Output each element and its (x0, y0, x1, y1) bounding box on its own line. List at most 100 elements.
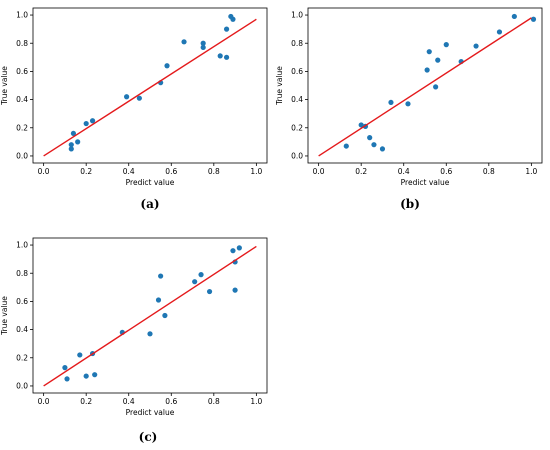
y-tick-label: 1.0 (16, 11, 28, 20)
plot-frame (32, 237, 268, 394)
x-tick-label: 1.0 (250, 397, 262, 406)
plot-frame (32, 7, 268, 164)
y-tick-label: 0.0 (16, 152, 28, 161)
x-tick-label: 0.2 (355, 167, 367, 176)
data-point (473, 43, 479, 49)
data-point (230, 16, 236, 22)
y-tick-label: 0.4 (16, 95, 28, 104)
y-tick-label: 0.2 (16, 353, 28, 362)
x-tick-label: 0.6 (440, 167, 452, 176)
data-point (147, 331, 153, 337)
x-axis-label: Predict value (126, 178, 175, 187)
data-point (343, 143, 349, 149)
data-point (68, 142, 74, 148)
scatter-plot-b: 0.0 0.2 0.4 0.6 0.8 1.0 0.0 0.2 0.4 0.6 0.8 1.0 Pred… (275, 7, 543, 187)
x-tick-label: 0.6 (165, 167, 177, 176)
plot-frame (307, 7, 543, 164)
data-point (83, 120, 89, 127)
data-point (68, 146, 74, 152)
data-point (426, 49, 432, 55)
data-point (367, 135, 373, 141)
data-point (388, 99, 394, 106)
data-point (136, 95, 142, 101)
fit-line (43, 245, 257, 387)
data-point (405, 101, 411, 107)
y-tick-label: 0.4 (291, 95, 303, 104)
data-point (223, 26, 230, 32)
data-point (124, 94, 130, 100)
data-point (358, 122, 364, 128)
y-axis-label: True value (275, 66, 284, 106)
data-point (75, 139, 81, 145)
x-tick-label: 0.8 (208, 397, 220, 406)
x-axis-label: Predict value (401, 178, 450, 187)
y-tick-label: 0.0 (16, 382, 28, 391)
fit-line (318, 17, 532, 157)
data-point (217, 53, 223, 59)
data-point (83, 373, 89, 379)
data-point (200, 40, 206, 46)
y-tick-label: 0.0 (291, 152, 303, 161)
chart-panel-b: 0.0 0.2 0.4 0.6 0.8 1.0 0.0 0.2 0.4 0.6 0.8 1.0 Pred… (275, 0, 550, 190)
x-tick-label: 0.8 (208, 167, 220, 176)
data-point (379, 146, 386, 152)
x-tick-label: 0.2 (80, 167, 92, 176)
y-axis-label: True value (0, 66, 9, 106)
chart-panel-c: 0.0 0.2 0.4 0.6 0.8 1.0 0.0 0.2 0.4 0.6 0.8 1.0 Pred… (0, 230, 275, 420)
y-tick-label: 0.6 (16, 297, 28, 306)
y-tick-label: 0.8 (291, 39, 303, 48)
y-tick-label: 0.6 (291, 67, 303, 76)
data-point (158, 273, 164, 279)
x-tick-label: 0.6 (165, 397, 177, 406)
data-point (496, 29, 503, 35)
data-point (198, 272, 204, 278)
x-tick-label: 0.4 (123, 397, 135, 406)
x-tick-label: 0.0 (38, 167, 50, 176)
data-point (232, 287, 238, 293)
data-point (77, 352, 83, 358)
data-point (236, 245, 242, 251)
x-tick-label: 0.0 (313, 167, 325, 176)
panel-caption-b: (b) (390, 197, 430, 211)
y-tick-label: 0.6 (16, 67, 28, 76)
y-tick-label: 0.8 (16, 269, 28, 278)
data-point (64, 376, 70, 382)
data-point (89, 118, 96, 124)
x-axis-label: Predict value (126, 408, 175, 417)
x-tick-label: 0.8 (483, 167, 495, 176)
data-point (62, 365, 68, 371)
x-tick-label: 0.4 (398, 167, 410, 176)
data-point (192, 279, 198, 285)
chart-panel-a: 0.0 0.2 0.4 0.6 0.8 1.0 0.0 0.2 0.4 0.6 0.8 1.0 Pred… (0, 0, 275, 190)
data-point (424, 67, 430, 73)
y-tick-label: 0.4 (16, 325, 28, 334)
data-point (162, 312, 168, 319)
x-tick-label: 1.0 (250, 167, 262, 176)
scatter-plot-a: 0.0 0.2 0.4 0.6 0.8 1.0 0.0 0.2 0.4 0.6 0.8 1.0 Pred… (0, 7, 268, 187)
panel-caption-a: (a) (130, 197, 170, 211)
data-point (230, 248, 236, 254)
panel-caption-c: (c) (128, 430, 168, 444)
fit-line (43, 18, 257, 157)
data-point (433, 84, 439, 90)
panel-caption-a-text: (a) (140, 197, 160, 211)
scatter-plot-c: 0.0 0.2 0.4 0.6 0.8 1.0 0.0 0.2 0.4 0.6 0.8 1.0 Pred… (0, 237, 268, 417)
y-tick-label: 1.0 (16, 241, 28, 250)
data-point (164, 63, 170, 69)
data-point (155, 297, 162, 303)
x-tick-label: 0.2 (80, 397, 92, 406)
data-point (206, 288, 213, 295)
x-tick-label: 0.4 (123, 167, 135, 176)
data-point (223, 54, 230, 60)
y-tick-label: 0.2 (16, 123, 28, 132)
data-point (435, 57, 441, 63)
data-point (200, 44, 206, 51)
y-axis-label: True value (0, 296, 9, 336)
panel-caption-c-text: (c) (138, 430, 158, 444)
data-point (371, 142, 377, 148)
x-tick-label: 0.0 (38, 397, 50, 406)
data-point (511, 13, 517, 20)
data-point (181, 39, 187, 45)
y-tick-label: 0.2 (291, 123, 303, 132)
x-tick-label: 1.0 (525, 167, 537, 176)
